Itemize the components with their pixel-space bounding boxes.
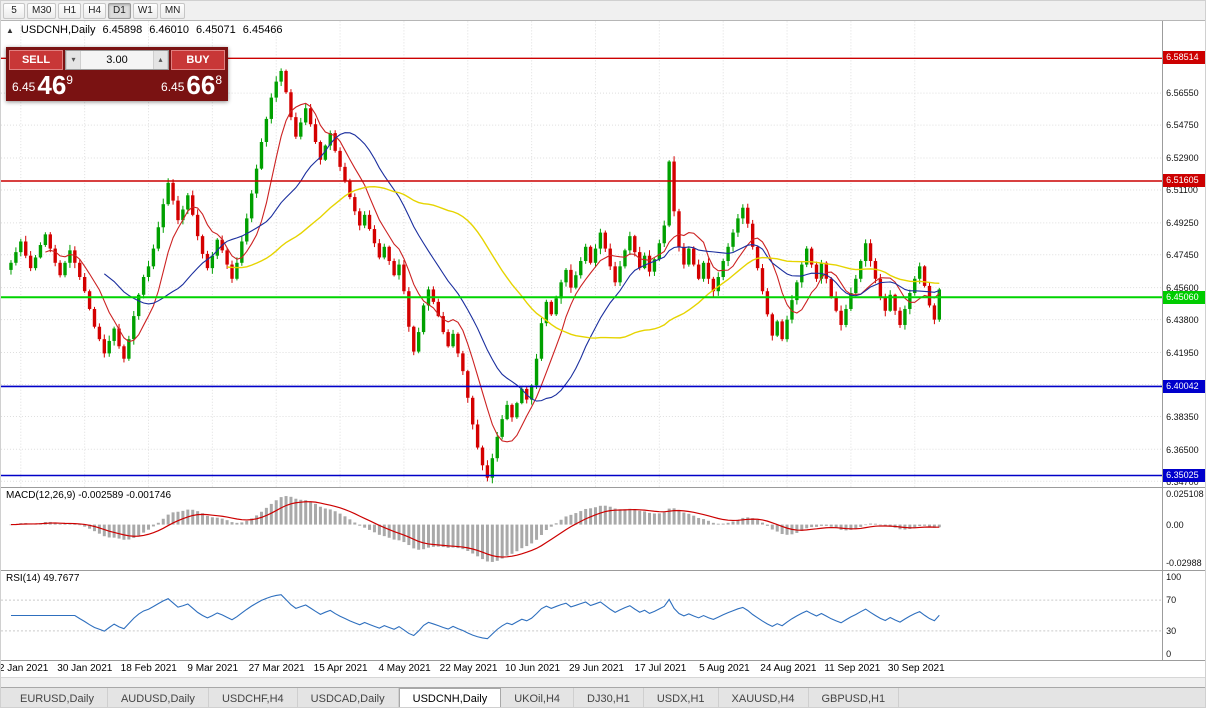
ohlc-low: 6.45071 <box>196 24 236 36</box>
date-label: 30 Jan 2021 <box>57 663 113 674</box>
date-label: 22 May 2021 <box>439 663 498 674</box>
ohlc-high: 6.46010 <box>149 24 190 36</box>
date-label: 17 Jul 2021 <box>634 663 687 674</box>
date-label: 4 May 2021 <box>378 663 431 674</box>
chart-symbol: USDCNH,Daily <box>20 24 96 36</box>
sell-price-big: 46 <box>37 70 67 100</box>
volume-decrease-icon[interactable]: ▾ <box>66 51 81 69</box>
one-click-trading-panel: SELL ▾ 3.00 ▴ BUY 6.45 46 9 6.45 66 8 <box>6 47 228 101</box>
timeframe-button-w1[interactable]: W1 <box>132 2 158 19</box>
timeframe-button-h1[interactable]: H1 <box>58 2 82 19</box>
price-tick: 6.56550 <box>1166 87 1199 98</box>
buy-price-big: 66 <box>186 70 216 100</box>
timeframe-button-h4[interactable]: H4 <box>83 2 107 19</box>
buy-price-small: 6.45 <box>161 80 185 94</box>
timeframe-toolbar: 5 M30 H1 H4 D1 W1 MN <box>1 1 1205 21</box>
price-tick: 6.49250 <box>1166 217 1199 228</box>
rsi-label: RSI(14) 49.7677 <box>6 573 80 584</box>
chart-tab-usdchf-h4[interactable]: USDCHF,H4 <box>209 688 298 707</box>
price-tick: 6.54750 <box>1166 119 1199 130</box>
rsi-axis: 100 70 30 0 <box>1162 571 1205 660</box>
chart-tab-usdx-h1[interactable]: USDX,H1 <box>644 688 719 707</box>
volume-spinner[interactable]: ▾ 3.00 ▴ <box>65 50 169 70</box>
timeframe-button-d1[interactable]: D1 <box>108 2 131 19</box>
price-level-badge: 6.45060 <box>1163 290 1205 304</box>
macd-chart[interactable] <box>1 488 1163 570</box>
timeframe-button-mn[interactable]: MN <box>159 2 186 19</box>
date-label: 24 Aug 2021 <box>760 663 817 674</box>
macd-axis-tick: 0.00 <box>1166 519 1184 530</box>
price-tick: 6.41950 <box>1166 347 1199 358</box>
timeframe-button-m30[interactable]: M30 <box>27 2 57 19</box>
chart-tab-eurusd-daily[interactable]: EURUSD,Daily <box>7 688 108 707</box>
chart-tab-usdcnh-daily[interactable]: USDCNH,Daily <box>398 688 502 707</box>
rsi-panel: 100 70 30 0 RSI(14) 49.7677 <box>1 571 1205 661</box>
price-axis: 6.56550 6.54750 6.52900 6.51100 6.49250 6.474… <box>1162 21 1205 487</box>
date-label: 15 Apr 2021 <box>313 663 368 674</box>
sell-price-sup: 9 <box>66 73 73 87</box>
volume-value[interactable]: 3.00 <box>106 54 128 66</box>
price-tick: 6.51100 <box>1166 184 1198 195</box>
date-label: 11 Sep 2021 <box>824 663 881 674</box>
buy-button[interactable]: BUY <box>171 50 225 70</box>
buy-price-sup: 8 <box>215 73 222 87</box>
price-level-badge: 6.51605 <box>1163 174 1205 188</box>
timeframe-button-5[interactable]: 5 <box>3 2 25 19</box>
horizontal-scrollbar[interactable] <box>1 677 1205 687</box>
date-label: 29 Jun 2021 <box>568 663 624 674</box>
rsi-axis-tick: 0 <box>1166 649 1172 659</box>
macd-axis-tick: -0.02988 <box>1166 558 1202 568</box>
price-tick: 6.43800 <box>1166 314 1199 325</box>
price-level-badge: 6.35025 <box>1163 469 1205 483</box>
sell-price[interactable]: 6.45 46 9 <box>9 72 76 98</box>
ohlc-close: 6.45466 <box>242 24 283 36</box>
volume-increase-icon[interactable]: ▴ <box>153 51 168 69</box>
chart-tab-audusd-daily[interactable]: AUDUSD,Daily <box>108 688 209 707</box>
date-label: 27 Mar 2021 <box>248 663 305 674</box>
chart-tab-dj30-h1[interactable]: DJ30,H1 <box>574 688 644 707</box>
chart-tabs-bar: EURUSD,Daily AUDUSD,Daily USDCHF,H4 USDCAD,… <box>1 687 1205 707</box>
price-tick: 6.47450 <box>1166 249 1199 260</box>
rsi-axis-tick: 100 <box>1166 572 1182 582</box>
chart-tab-ukoil-h4[interactable]: UKOil,H4 <box>501 688 575 707</box>
chart-tab-xauusd-h4[interactable]: XAUUSD,H4 <box>719 688 809 707</box>
rsi-axis-tick: 30 <box>1166 625 1177 636</box>
rsi-chart[interactable] <box>1 571 1163 660</box>
date-label: 18 Feb 2021 <box>120 663 177 674</box>
price-level-badge: 6.40042 <box>1163 380 1205 394</box>
rsi-axis-tick: 70 <box>1166 595 1177 606</box>
macd-axis: 0.025108 0.00 -0.02988 <box>1162 488 1205 570</box>
chart-tab-gbpusd-h1[interactable]: GBPUSD,H1 <box>809 688 900 707</box>
date-label: 12 Jan 2021 <box>1 663 49 674</box>
sell-price-small: 6.45 <box>12 80 36 94</box>
macd-axis-tick: 0.025108 <box>1166 489 1204 499</box>
price-tick: 6.45600 <box>1166 282 1199 293</box>
chart-ohlc-header: ▲ USDCNH,Daily 6.45898 6.46010 6.45071 6… <box>6 24 283 36</box>
price-level-badge: 6.58514 <box>1163 51 1205 65</box>
price-tick: 6.36500 <box>1166 444 1199 455</box>
sell-button[interactable]: SELL <box>9 50 63 70</box>
date-label: 9 Mar 2021 <box>187 663 239 674</box>
macd-panel: 0.025108 0.00 -0.02988 MACD(12,26,9) -0.00… <box>1 488 1205 571</box>
collapse-trade-panel-icon[interactable]: ▲ <box>6 25 14 35</box>
date-label: 5 Aug 2021 <box>699 663 750 674</box>
chart-tab-usdcad-daily[interactable]: USDCAD,Daily <box>298 688 399 707</box>
time-axis: 12 Jan 2021 30 Jan 2021 18 Feb 2021 9 Mar 2… <box>1 661 1164 677</box>
ohlc-open: 6.45898 <box>102 24 143 36</box>
price-tick: 6.52900 <box>1166 152 1199 163</box>
buy-price[interactable]: 6.45 66 8 <box>158 72 225 98</box>
price-chart[interactable] <box>1 21 1163 487</box>
main-chart-panel: 6.56550 6.54750 6.52900 6.51100 6.49250 6.474… <box>1 21 1205 488</box>
macd-label: MACD(12,26,9) -0.002589 -0.001746 <box>6 490 172 501</box>
date-label: 10 Jun 2021 <box>504 663 561 674</box>
date-label: 30 Sep 2021 <box>887 663 945 674</box>
price-tick: 6.38350 <box>1166 411 1199 422</box>
